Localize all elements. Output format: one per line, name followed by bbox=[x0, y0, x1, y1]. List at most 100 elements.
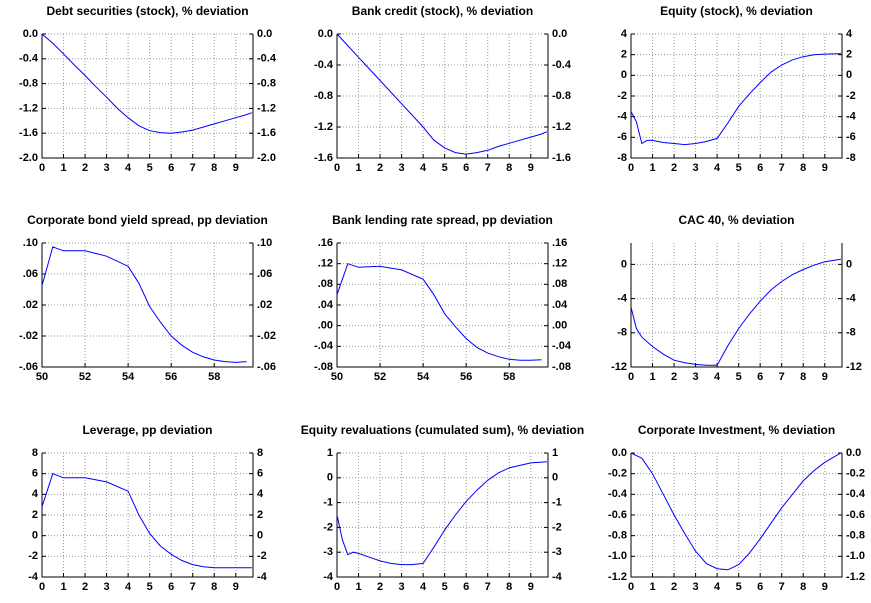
y2-tick-label: -0.4 bbox=[257, 53, 277, 65]
data-line bbox=[630, 258, 841, 366]
x-tick-label: 7 bbox=[779, 371, 785, 383]
x-tick-label: 1 bbox=[355, 581, 361, 593]
x-tick-label: 8 bbox=[506, 581, 512, 593]
x-tick-label: 52 bbox=[374, 371, 386, 383]
y2-tick-label: -1 bbox=[552, 497, 562, 509]
data-line bbox=[336, 33, 548, 155]
y-tick-label: -.08 bbox=[314, 361, 333, 373]
x-tick-label: 54 bbox=[122, 371, 135, 383]
x-tick-label: 6 bbox=[757, 162, 763, 174]
data-line bbox=[41, 246, 247, 363]
y-tick-label: 4 bbox=[32, 488, 39, 500]
y-tick-label: -1.2 bbox=[19, 102, 38, 114]
y2-tick-label: -.02 bbox=[257, 330, 276, 342]
x-tick-label: 58 bbox=[503, 371, 515, 383]
y2-tick-label: -0.4 bbox=[846, 488, 866, 500]
x-tick-label: 6 bbox=[168, 581, 174, 593]
y-tick-label: -8 bbox=[617, 152, 627, 164]
x-tick-label: 4 bbox=[125, 581, 132, 593]
y2-tick-label: -4 bbox=[552, 571, 563, 583]
x-tick-label: 4 bbox=[125, 162, 132, 174]
x-tick-label: 1 bbox=[649, 162, 655, 174]
x-tick-label: 3 bbox=[693, 371, 699, 383]
x-tick-label: 7 bbox=[779, 162, 785, 174]
y-tick-label: -0.8 bbox=[314, 90, 333, 102]
y-tick-label: -4 bbox=[323, 571, 334, 583]
y2-tick-label: -3 bbox=[552, 546, 562, 558]
x-tick-label: 3 bbox=[693, 581, 699, 593]
y-tick-label: -2.0 bbox=[19, 152, 38, 164]
y-tick-label: .08 bbox=[318, 278, 333, 290]
y2-tick-label: -0.4 bbox=[552, 59, 572, 71]
axis-frame bbox=[630, 34, 843, 159]
x-tick-label: 58 bbox=[208, 371, 220, 383]
x-tick-label: 5 bbox=[147, 162, 153, 174]
x-tick-label: 1 bbox=[60, 581, 66, 593]
x-tick-label: 4 bbox=[714, 581, 721, 593]
y-tick-label: 2 bbox=[621, 49, 627, 61]
x-tick-label: 52 bbox=[79, 371, 91, 383]
y-tick-label: -.06 bbox=[19, 361, 38, 373]
y2-tick-label: -1.6 bbox=[257, 127, 276, 139]
x-tick-label: 7 bbox=[485, 581, 491, 593]
x-tick-label: 4 bbox=[420, 581, 427, 593]
x-tick-label: 9 bbox=[233, 581, 239, 593]
x-tick-label: 7 bbox=[779, 581, 785, 593]
data-line bbox=[336, 263, 542, 361]
y-tick-label: -1.0 bbox=[608, 550, 627, 562]
y-tick-label: 0.0 bbox=[23, 28, 38, 40]
y2-tick-label: -0.2 bbox=[846, 468, 865, 480]
y-tick-label: 2 bbox=[32, 509, 38, 521]
y2-tick-label: 8 bbox=[257, 447, 263, 459]
x-tick-label: 50 bbox=[331, 371, 343, 383]
data-line bbox=[41, 473, 252, 569]
y-tick-label: 0 bbox=[621, 258, 627, 270]
y-tick-label: .16 bbox=[318, 237, 333, 249]
y2-tick-label: 6 bbox=[257, 468, 263, 480]
axis-frame bbox=[41, 243, 254, 368]
y-tick-label: 0.0 bbox=[612, 447, 627, 459]
y2-tick-label: -1.2 bbox=[257, 102, 276, 114]
y-tick-label: .02 bbox=[23, 299, 38, 311]
y2-tick-label: 0 bbox=[257, 530, 263, 542]
x-tick-label: 5 bbox=[736, 581, 742, 593]
data-line bbox=[630, 53, 841, 146]
x-tick-label: 6 bbox=[757, 371, 763, 383]
x-tick-label: 3 bbox=[104, 162, 110, 174]
y2-tick-label: .12 bbox=[552, 258, 567, 270]
y2-tick-label: -0.6 bbox=[846, 509, 865, 521]
y2-tick-label: -6 bbox=[846, 131, 856, 143]
y2-tick-label: .16 bbox=[552, 237, 567, 249]
x-tick-label: 1 bbox=[60, 162, 66, 174]
x-tick-label: 3 bbox=[693, 162, 699, 174]
y2-tick-label: 0.0 bbox=[552, 28, 567, 40]
x-tick-label: 2 bbox=[671, 581, 677, 593]
y-tick-label: -12 bbox=[611, 361, 627, 373]
data-line bbox=[630, 452, 842, 571]
x-tick-label: 2 bbox=[377, 581, 383, 593]
x-tick-label: 3 bbox=[104, 581, 110, 593]
x-tick-label: 5 bbox=[442, 581, 448, 593]
x-tick-label: 5 bbox=[147, 581, 153, 593]
y-tick-label: .10 bbox=[23, 237, 38, 249]
x-tick-label: 9 bbox=[528, 162, 534, 174]
y-tick-label: -1 bbox=[323, 497, 333, 509]
y2-tick-label: -8 bbox=[846, 327, 856, 339]
y2-tick-label: -1.6 bbox=[552, 152, 571, 164]
axis-frame bbox=[630, 243, 843, 368]
x-tick-label: 1 bbox=[649, 581, 655, 593]
y2-tick-label: 4 bbox=[846, 28, 853, 40]
x-tick-label: 4 bbox=[714, 371, 721, 383]
x-tick-label: 9 bbox=[528, 581, 534, 593]
x-tick-label: 6 bbox=[757, 581, 763, 593]
chart-title: Corporate Investment, % deviation bbox=[638, 423, 835, 437]
y-tick-label: -2 bbox=[323, 521, 333, 533]
y-tick-label: -.04 bbox=[314, 340, 334, 352]
y2-tick-label: .06 bbox=[257, 268, 272, 280]
x-tick-label: 0 bbox=[334, 162, 340, 174]
y-tick-label: .00 bbox=[318, 320, 333, 332]
x-tick-label: 2 bbox=[671, 162, 677, 174]
y2-tick-label: -2 bbox=[552, 521, 562, 533]
x-tick-label: 7 bbox=[485, 162, 491, 174]
x-tick-label: 1 bbox=[649, 371, 655, 383]
